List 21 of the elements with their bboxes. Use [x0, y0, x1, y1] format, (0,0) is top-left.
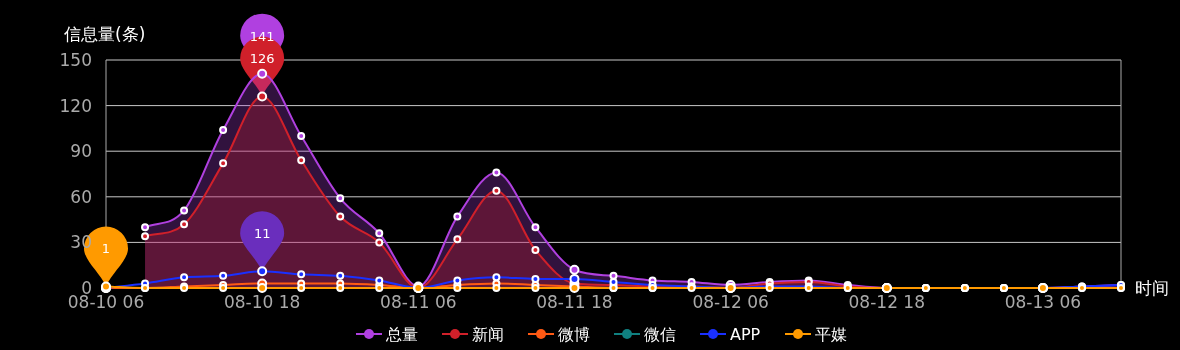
x-tick-label: 08-12 06	[692, 292, 769, 312]
legend-label: 微博	[558, 325, 590, 344]
y-axis-title: 信息量(条)	[64, 24, 146, 44]
y-tick-label: 150	[59, 50, 92, 70]
annotation: 1	[101, 241, 111, 257]
y-tick-label: 120	[59, 95, 92, 116]
x-tick-label: 08-10 18	[223, 292, 301, 312]
legend-label: APP	[730, 325, 761, 344]
x-tick-label: 08-11 18	[536, 292, 613, 312]
legend-label: 总量	[385, 325, 418, 344]
y-tick-label: 60	[70, 186, 92, 207]
x-tick-label: 08-12 18	[848, 292, 925, 312]
legend-label: 平媒	[815, 325, 847, 344]
x-tick-label: 08-11 06	[380, 292, 457, 312]
legend-label: 新闻	[472, 325, 504, 344]
x-axis-title: 时间	[1135, 278, 1169, 298]
y-tick-label: 90	[70, 141, 92, 162]
annotation: 11	[253, 226, 271, 242]
annotation: 126	[249, 51, 275, 67]
x-tick-label: 08-13 06	[1004, 292, 1082, 312]
legend-label: 微信	[644, 325, 676, 344]
